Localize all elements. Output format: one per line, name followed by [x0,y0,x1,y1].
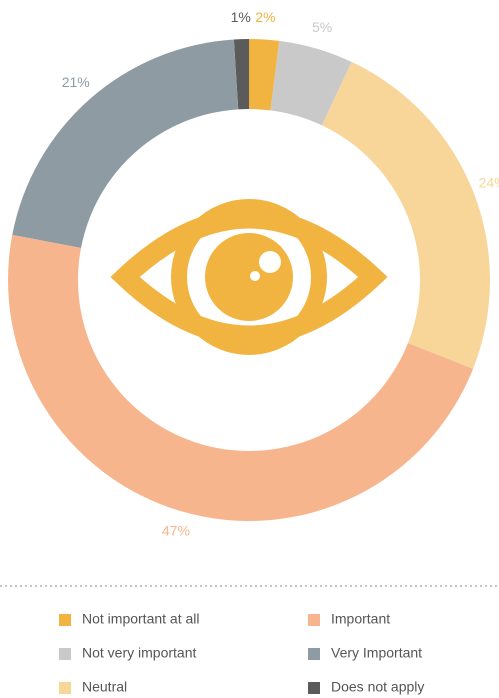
value-label: 2% [255,9,275,25]
legend-swatch [59,648,71,660]
donut-segment [270,40,352,126]
value-label: 5% [312,19,332,35]
legend-label: Not important at all [82,611,200,627]
value-label: 1% [231,9,251,25]
legend-swatch [59,682,71,694]
legend-label: Does not apply [331,679,424,695]
legend-swatch [308,682,320,694]
donut-segment [321,61,491,369]
legend-swatch [308,614,320,626]
legend-swatch [308,648,320,660]
value-label: 21% [62,74,90,90]
value-label: 24% [479,174,499,190]
donut-segment [12,39,239,248]
legend-label: Important [331,611,390,627]
donut-segment [249,39,280,111]
legend-label: Very Important [331,645,422,661]
legend-label: Neutral [82,679,127,695]
eye-icon [110,199,388,355]
legend-swatch [59,614,71,626]
value-label: 47% [162,522,190,538]
legend-label: Not very important [82,645,196,661]
donut-segment [7,234,474,522]
donut-segment [233,39,249,110]
